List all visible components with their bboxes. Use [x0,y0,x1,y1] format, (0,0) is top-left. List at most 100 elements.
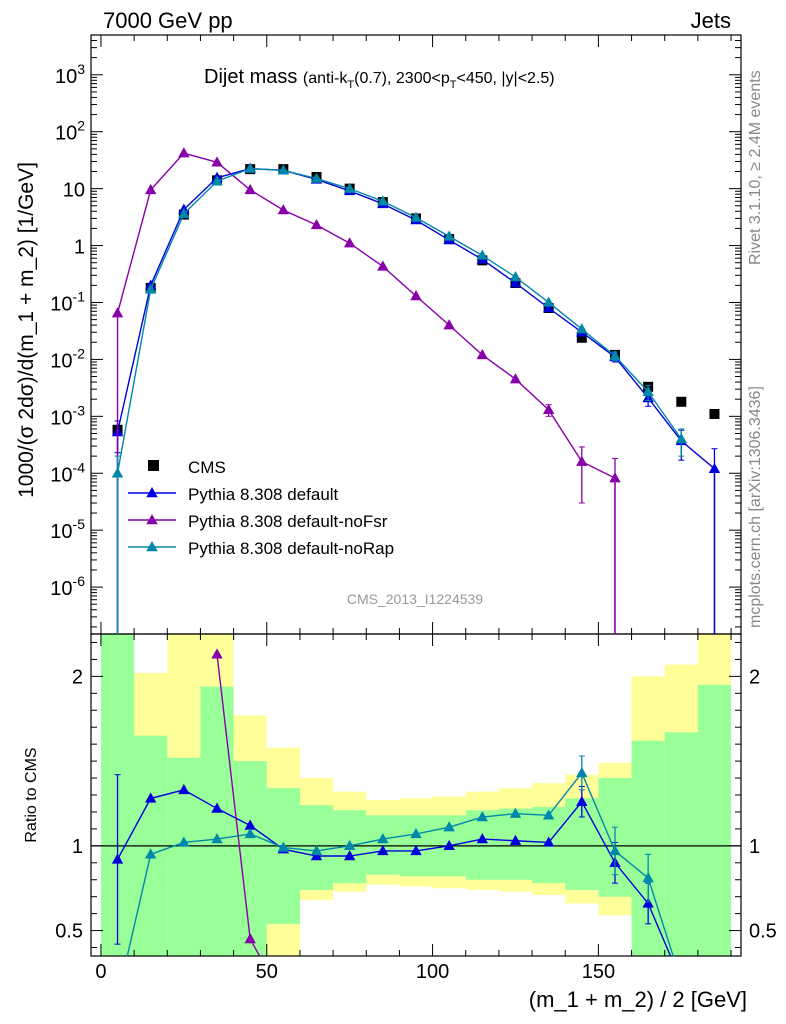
series-point-2 [609,472,621,483]
main-y-tick-label: 103 [55,61,85,88]
main-data-marks [111,147,721,634]
ratio-x-tick-label: 100 [416,961,449,983]
ratio-point-2 [277,841,290,852]
ratio-point-2 [609,844,621,856]
ratio-point-2 [310,844,323,856]
ratio-point-2 [211,833,223,844]
analysis-label: CMS_2013_I1224539 [347,591,483,607]
ratio-point-1 [244,933,256,944]
ratio-point-2 [476,811,489,822]
series-point-1 [708,462,721,473]
series-line-3 [116,167,682,634]
title-detail-sub1: T [347,79,354,91]
title-detail-end: <450, |y|<2.5) [456,70,554,87]
legend-marker [146,541,158,552]
main-y-tick-label: 102 [55,118,85,145]
series-point-3 [178,207,190,219]
ratio-y-tick-label: 2 [72,666,83,688]
band-inner-bin [697,684,732,956]
series-point-3 [111,467,124,478]
title-main: Dijet mass [204,66,297,88]
ratio-point-0 [178,783,190,795]
ratio-point-2 [443,821,455,832]
ratio-point-0 [509,834,522,845]
legend-marker [146,487,158,498]
main-y-tick-label: 10-6 [50,573,85,600]
ratio-y-tick-label: 1 [72,836,83,858]
rivet-version-label: Rivet 3.1.10, ≥ 2.4M events [747,70,764,265]
series-point-2 [343,237,356,248]
series-point-3 [542,296,555,307]
series-point-3 [576,323,588,334]
ratio-point-0 [211,802,223,813]
ratio-point-2 [377,833,389,844]
main-y-tick-label: 10-2 [50,345,85,372]
mcplots-label: mcplots.cern.ch [arXiv:1306.3436] [747,386,764,628]
ratio-point-2 [642,872,654,883]
series-point-2 [111,307,124,318]
series-point-2 [211,156,223,167]
ratio-y-tick-label-right: 2 [749,666,760,688]
legend-marker [146,514,158,525]
ratio-point-2 [576,766,588,778]
series-point-3 [642,385,654,396]
legend-entry-label: Pythia 8.308 default-noFsr [188,512,388,531]
series-point-2 [277,204,290,215]
series-point-1 [509,276,522,288]
series-point-2 [542,403,555,415]
ratio-point-0 [343,850,356,861]
ratio-y-tick-label-right: 0.5 [749,921,777,943]
series-line-2 [116,152,616,634]
ratio-point-2 [144,848,157,859]
ratio-x-tick-label: 50 [256,961,278,983]
ratio-point-2 [542,809,555,820]
series-point-2 [244,183,256,195]
ratio-y-tick-label: 0.5 [55,921,83,943]
series-point-2 [476,348,489,360]
series-point-2 [410,289,422,301]
ratio-point-0 [576,795,588,806]
series-point-3 [343,182,356,193]
series-point-2 [310,218,323,230]
cms-data-point [676,396,687,407]
series-point-2 [377,260,389,271]
series-point-3 [609,349,621,361]
series-point-3 [410,211,422,222]
main-y-axis-label: 1000/(σ 2dσ)/d(m_1 + m_2) [1/GeV] [15,162,38,498]
ratio-point-0 [642,897,654,908]
ratio-point-0 [244,819,256,830]
title-detail: (anti-k [303,70,348,87]
series-line-1 [116,167,716,634]
main-y-tick-label: 1 [74,237,85,259]
series-point-3 [244,162,256,173]
legend-entry-label: Pythia 8.308 default-noRap [188,539,394,558]
ratio-series-group [211,648,261,956]
ratio-line-0 [116,789,672,956]
ratio-point-0 [443,839,455,851]
main-axes: 10-6 10-5 10-4 10-3 10-2 10-1 1 10 102 103 [50,34,742,635]
series-point-1 [542,301,555,313]
cms-data-point [709,408,720,419]
series-point-2 [509,373,522,384]
ratio-point-2 [509,807,522,818]
series-point-2 [178,147,190,158]
main-y-tick-label: 10-5 [50,516,85,543]
ratio-series-group [126,755,674,956]
ratio-point-0 [542,836,555,847]
ratio-y-tick-label-right: 1 [749,836,760,858]
ratio-point-2 [410,827,422,839]
band-inner-bin [664,732,698,956]
legend: CMS Pythia 8.308 default Pythia 8.308 defa… [128,458,394,558]
band-inner-bin [266,788,300,924]
series-point-2 [443,319,455,330]
ratio-x-tick-label: 150 [582,961,615,983]
ratio-data-marks [111,648,674,956]
ratio-point-0 [476,833,489,844]
ratio-axes: 0 50 100 150 0.5 0.5 1 1 2 2 [55,633,777,983]
series-point-3 [277,164,290,175]
ratio-point-2 [178,836,190,847]
ratio-point-1 [211,648,223,659]
ratio-point-2 [343,839,356,851]
main-y-tick-label: 10 [63,180,85,202]
